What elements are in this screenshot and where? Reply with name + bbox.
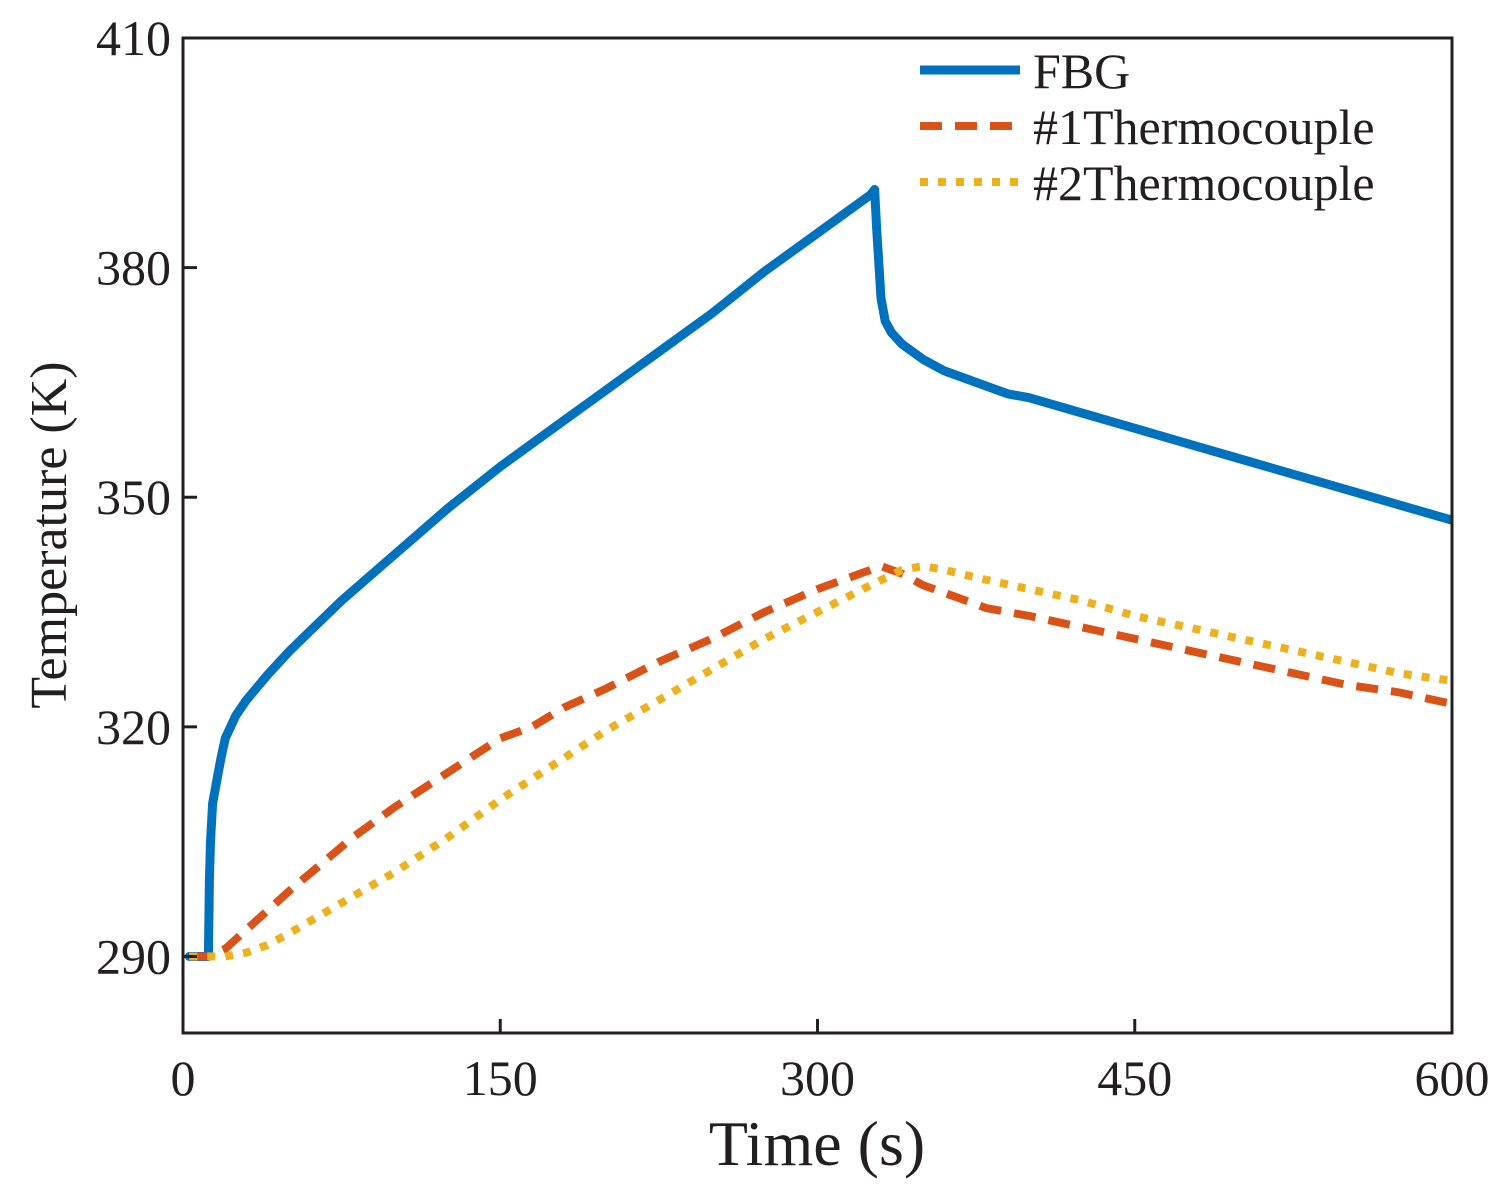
y-axis-label: Temperature (K) bbox=[21, 361, 78, 708]
series-line-3 bbox=[189, 562, 1452, 961]
y-tick-label: 290 bbox=[96, 928, 171, 984]
x-axis: 0 150 300 450 600 bbox=[171, 1019, 1490, 1106]
x-tick-label: 0 bbox=[171, 1050, 196, 1106]
x-tick-label: 600 bbox=[1415, 1050, 1490, 1106]
x-tick-label: 450 bbox=[1097, 1050, 1172, 1106]
y-tick-label: 380 bbox=[96, 240, 171, 296]
legend: FBG#1Thermocouple#2Thermocouple bbox=[920, 43, 1375, 211]
series-line-2 bbox=[189, 562, 1452, 961]
x-tick-label: 300 bbox=[780, 1050, 855, 1106]
y-axis: 290 320 350 380 410 bbox=[96, 10, 197, 984]
x-tick-label: 150 bbox=[463, 1050, 538, 1106]
y-tick-label: 410 bbox=[96, 10, 171, 66]
y-tick-label: 350 bbox=[96, 469, 171, 525]
legend-label-2: #1Thermocouple bbox=[1033, 99, 1375, 155]
x-axis-label: Time (s) bbox=[709, 1108, 925, 1179]
series-line-1 bbox=[184, 185, 1452, 961]
legend-label-3: #2Thermocouple bbox=[1033, 155, 1375, 211]
plot-area: 0 150 300 450 600 290 320 350 380 410 bbox=[96, 10, 1490, 1106]
y-tick-label: 320 bbox=[96, 699, 171, 755]
legend-label-1: FBG bbox=[1033, 43, 1130, 99]
series-group bbox=[184, 185, 1452, 961]
